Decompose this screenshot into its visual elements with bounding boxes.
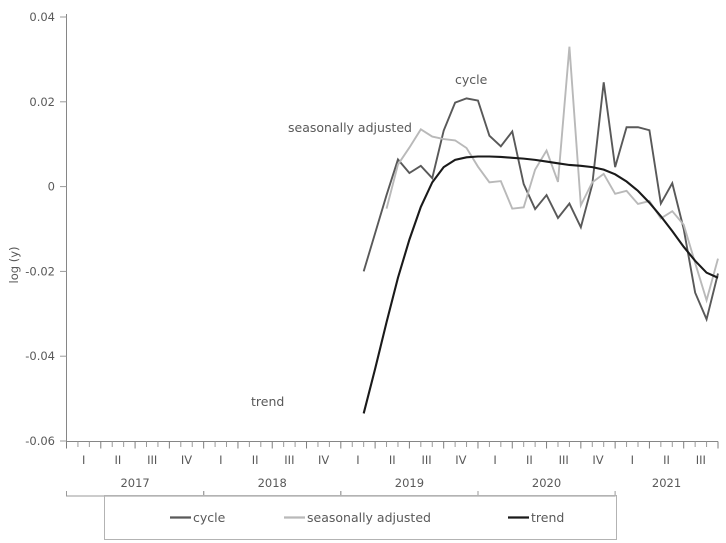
- y-tick-label: 0.02: [29, 95, 55, 109]
- x-year-label: 2021: [652, 476, 681, 490]
- y-tick-label: -0.04: [25, 349, 55, 363]
- y-axis-title: log (y): [7, 247, 21, 284]
- x-year-label: 2020: [532, 476, 561, 490]
- x-quarter-label: II: [389, 453, 396, 467]
- x-quarter-label: I: [82, 453, 85, 467]
- x-quarter-label: III: [696, 453, 706, 467]
- x-axis-quarter-labels: I II III IV I II III IV I II III IV I II III IV I II III: [82, 453, 706, 467]
- series-group: [362, 46, 719, 414]
- x-quarter-label: I: [219, 453, 222, 467]
- x-quarter-label: II: [252, 453, 259, 467]
- series-line-trend: [362, 155, 719, 414]
- x-year-label: 2017: [120, 476, 149, 490]
- x-axis: I II III IV I II III IV I II III IV I II III IV I II III 2…: [66, 441, 719, 497]
- x-quarter-label: I: [493, 453, 496, 467]
- x-year-label: 2018: [258, 476, 287, 490]
- y-tick-label: -0.02: [25, 264, 55, 278]
- annotation-seasonally-adjusted: seasonally adjusted: [288, 120, 412, 135]
- x-axis-year-groups: 2017 2018 2019 2020 2021: [66, 476, 681, 497]
- x-quarter-label: IV: [592, 453, 603, 467]
- x-quarter-label: III: [284, 453, 294, 467]
- annotation-trend: trend: [251, 394, 284, 409]
- x-quarter-label: II: [663, 453, 670, 467]
- y-tick-label: 0: [48, 180, 55, 194]
- y-axis: 0.04 0.02 0 -0.02 -0.04 -0.06 log (y): [7, 10, 67, 448]
- y-tick-label: -0.06: [25, 434, 55, 448]
- legend-label-seasonally-adjusted: seasonally adjusted: [307, 510, 431, 525]
- legend: cycle seasonally adjusted trend: [104, 495, 617, 540]
- annotations-group: cycle seasonally adjusted trend: [251, 72, 488, 409]
- x-quarter-label: II: [526, 453, 533, 467]
- x-axis-ticks: [66, 441, 719, 449]
- series-line-seasonally-adjusted: [385, 46, 719, 304]
- series-line-cycle: [362, 82, 719, 323]
- y-axis-tick-labels: 0.04 0.02 0 -0.02 -0.04 -0.06: [25, 10, 55, 448]
- legend-entries: cycle seasonally adjusted trend: [170, 510, 564, 525]
- y-tick-label: 0.04: [29, 10, 55, 24]
- x-quarter-label: IV: [181, 453, 192, 467]
- x-quarter-label: I: [356, 453, 359, 467]
- legend-box: [104, 495, 617, 540]
- x-year-label: 2019: [395, 476, 424, 490]
- y-axis-ticks: [60, 16, 67, 442]
- x-quarter-label: I: [631, 453, 634, 467]
- x-quarter-label: IV: [455, 453, 466, 467]
- legend-label-cycle: cycle: [193, 510, 226, 525]
- x-quarter-label: III: [421, 453, 431, 467]
- legend-label-trend: trend: [531, 510, 564, 525]
- x-quarter-label: IV: [318, 453, 329, 467]
- x-quarter-label: III: [559, 453, 569, 467]
- x-quarter-label: III: [147, 453, 157, 467]
- x-quarter-label: II: [115, 453, 122, 467]
- annotation-cycle: cycle: [455, 72, 488, 87]
